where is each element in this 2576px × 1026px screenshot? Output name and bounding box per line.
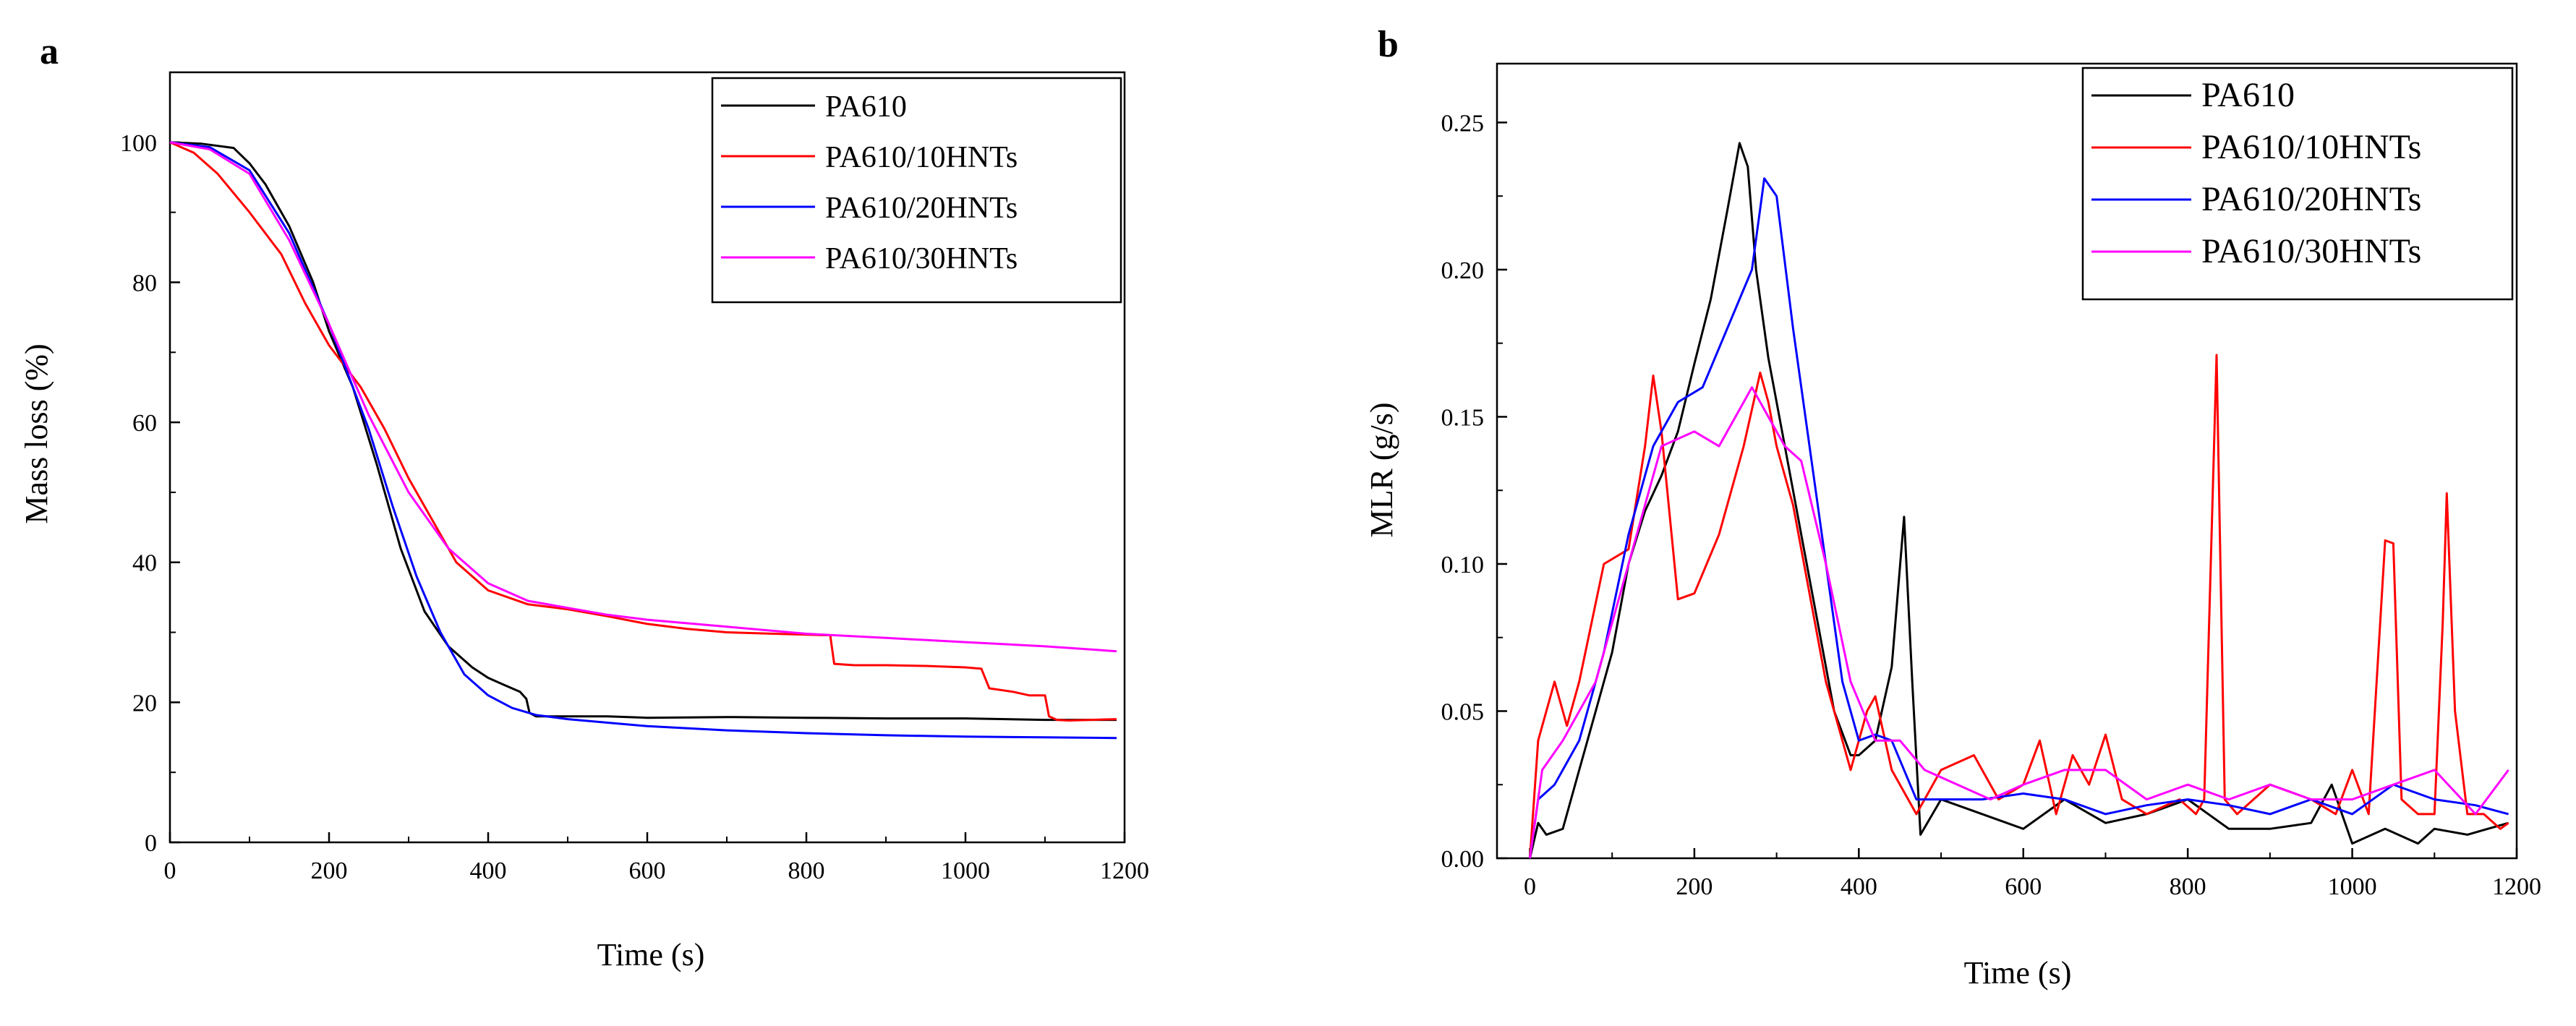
y-tick-label: 100 — [120, 130, 157, 157]
series-line-pa610-30hnts — [169, 141, 1117, 653]
legend-label: PA610/20HNTs — [2201, 180, 2421, 218]
x-tick-label: 1000 — [2328, 873, 2377, 900]
y-tick-label: 0.00 — [1441, 846, 1485, 873]
y-axis-title-a: Mass loss (%) — [19, 343, 54, 523]
panel-label-b: b — [1378, 24, 1399, 65]
x-axis-title-a: Time (s) — [597, 937, 705, 972]
legend-label: PA610/30HNTs — [2201, 232, 2421, 270]
series-line-pa610 — [169, 141, 1117, 722]
x-tick-label: 1200 — [2492, 873, 2541, 900]
y-tick-label: 0.20 — [1441, 257, 1485, 284]
y-tick-label: 80 — [132, 270, 157, 296]
series-line-pa610-30hnts — [1529, 386, 2509, 859]
x-tick-label: 800 — [788, 858, 825, 884]
x-tick-label: 400 — [1841, 873, 1877, 900]
panel-label-a: a — [40, 31, 59, 72]
chart-panel-a: a Mass loss (%) Time (s) 0 200 400 600 800 10… — [19, 31, 1149, 972]
series-line-pa610-20hnts — [169, 141, 1117, 740]
plot-frame — [1496, 62, 2518, 860]
legend-box — [2081, 67, 2514, 301]
y-tick-label: 20 — [132, 690, 157, 717]
y-tick-label: 60 — [132, 410, 157, 437]
y-tick-label: 0.10 — [1441, 552, 1485, 578]
legend-label: PA610/10HNTs — [2201, 128, 2421, 166]
x-tick-label: 200 — [311, 858, 348, 884]
y-tick-label: 40 — [132, 550, 157, 577]
y-tick-label: 0.05 — [1441, 698, 1485, 725]
x-tick-label: 0 — [1524, 873, 1536, 900]
y-tick-label: 0 — [145, 830, 157, 857]
legend-label: PA610/10HNTs — [825, 141, 1018, 174]
y-axis-title-b: MLR (g/s) — [1364, 403, 1399, 538]
legend-label: PA610 — [2201, 76, 2295, 114]
x-tick-label: 1000 — [941, 858, 990, 884]
chart-panel-b: b MLR (g/s) Time (s) 0 200 400 600 800 1000 12… — [1364, 24, 2541, 991]
x-tick-label: 600 — [629, 858, 666, 884]
x-tick-label: 600 — [2005, 873, 2042, 900]
x-tick-label: 1200 — [1100, 858, 1149, 884]
legend-label: PA610/20HNTs — [825, 192, 1018, 225]
series-line-pa610-10hnts — [1529, 354, 2509, 859]
x-tick-label: 400 — [470, 858, 507, 884]
y-tick-label: 0.15 — [1441, 404, 1485, 431]
legend-label: PA610/30HNTs — [825, 242, 1018, 275]
x-axis-title-b: Time (s) — [1964, 955, 2072, 991]
x-tick-label: 200 — [1676, 873, 1713, 900]
x-tick-label: 0 — [164, 858, 176, 884]
series-line-pa610-10hnts — [169, 141, 1117, 722]
x-tick-label: 800 — [2170, 873, 2206, 900]
legend-label: PA610 — [825, 90, 907, 124]
y-tick-label: 0.25 — [1441, 110, 1485, 137]
series-line-pa610-20hnts — [1529, 177, 2509, 859]
legend-box — [711, 77, 1122, 304]
